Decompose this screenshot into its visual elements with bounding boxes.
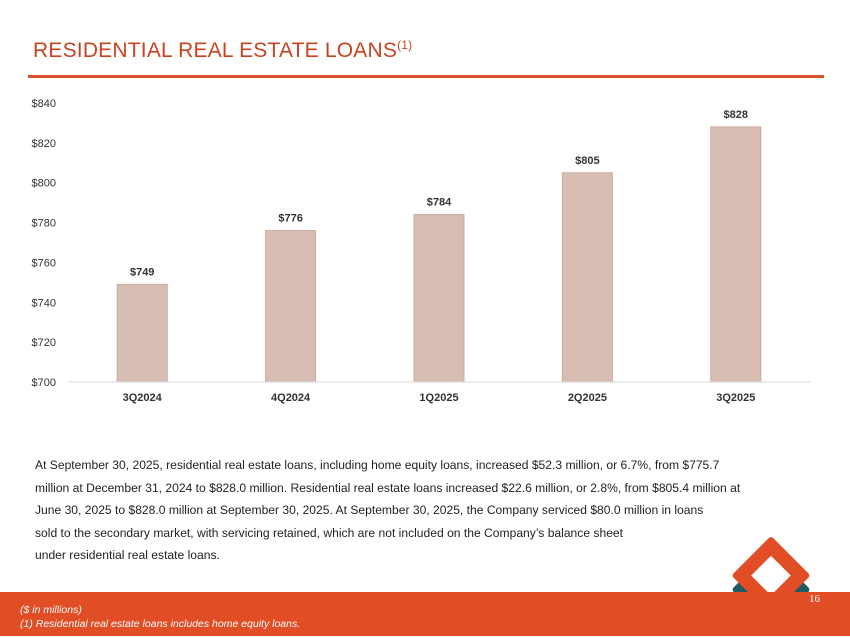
y-tick-label: $840 [32, 98, 56, 110]
y-tick-label: $820 [32, 138, 56, 150]
footer-note-units: ($ in millions) [20, 604, 82, 616]
bar-chart: $700 $720 $740 $760 $780 $800 $820 $840 $749 $77… [32, 98, 810, 404]
bar [116, 283, 168, 383]
page-number: 16 [809, 593, 820, 605]
y-axis: $700 $720 $740 $760 $780 $800 $820 $840 [32, 98, 56, 389]
summary-line-2: million at December 31, 2024 to $828.0 m… [35, 480, 741, 495]
summary-paragraph: At September 30, 2025, residential real … [35, 454, 803, 567]
x-tick-label: 1Q2025 [419, 392, 458, 404]
bar [561, 172, 613, 383]
x-tick-label: 4Q2024 [271, 392, 311, 404]
y-tick-label: $760 [32, 257, 56, 269]
y-tick-label: $740 [32, 297, 56, 309]
y-tick-label: $700 [32, 377, 56, 389]
bar [413, 214, 465, 383]
title-divider [28, 75, 824, 78]
x-axis: 3Q2024 4Q2024 1Q2025 2Q2025 3Q2025 [68, 381, 810, 404]
bar-series: $749 $776 $784 $805 $828 [116, 109, 762, 383]
footer-note-definition: (1) Residential real estate loans includ… [20, 618, 301, 630]
bar [265, 230, 317, 383]
page-title-text: RESIDENTIAL REAL ESTATE LOANS [33, 39, 398, 62]
page-title: RESIDENTIAL REAL ESTATE LOANS(1) [33, 38, 412, 63]
footer-bar [0, 592, 850, 636]
summary-line-1: At September 30, 2025, residential real … [35, 458, 720, 472]
summary-line-3: June 30, 2025 to $828.0 million at Septe… [35, 503, 704, 518]
bar-data-label: $805 [575, 155, 599, 167]
y-tick-label: $780 [32, 218, 56, 230]
page-title-superscript: (1) [397, 38, 413, 52]
summary-line-4: sold to the secondary market, with servi… [35, 525, 623, 540]
bar-data-label: $784 [427, 197, 452, 209]
y-tick-label: $720 [32, 337, 56, 349]
summary-line-5: under residential real estate loans. [35, 548, 220, 563]
x-tick-label: 3Q2024 [123, 392, 163, 404]
x-tick-label: 3Q2025 [716, 392, 755, 404]
bar [710, 126, 762, 383]
bar-data-label: $776 [278, 213, 302, 225]
bar-data-label: $828 [724, 109, 748, 121]
bar-data-label: $749 [130, 266, 154, 278]
y-tick-label: $800 [32, 178, 56, 190]
x-tick-label: 2Q2025 [568, 392, 607, 404]
